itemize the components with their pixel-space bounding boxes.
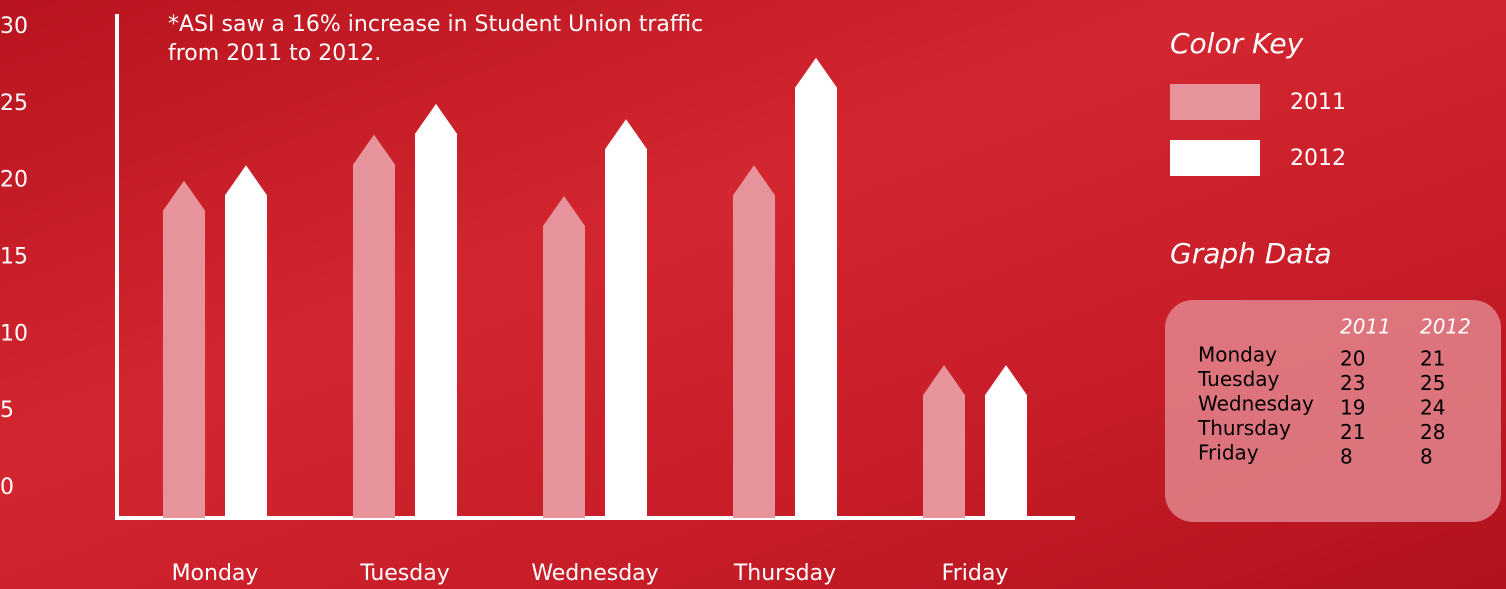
table-title: Graph Data (1170, 237, 1332, 270)
legend-swatch (1170, 84, 1260, 120)
x-tick-label: Monday (172, 561, 259, 586)
table-cell: 21 (1340, 420, 1365, 444)
table-header: 2011 (1340, 315, 1391, 339)
y-tick-label: 30 (0, 14, 28, 39)
y-tick-label: 15 (0, 245, 28, 270)
x-tick-label: Friday (942, 561, 1009, 586)
y-tick-label: 5 (0, 398, 14, 423)
table-cell: 21 (1420, 347, 1445, 371)
chart: Color Key Graph Data 051015202530MondayT… (0, 0, 1506, 589)
bar (795, 58, 837, 518)
bar (985, 365, 1027, 518)
bar (923, 365, 965, 518)
x-tick-label: Tuesday (359, 561, 450, 586)
annotation: *ASI saw a 16% increase in Student Union… (168, 10, 728, 68)
table-row-label: Friday (1198, 441, 1259, 465)
table-cell: 20 (1340, 347, 1365, 371)
table-row-label: Tuesday (1197, 367, 1280, 391)
y-tick-label: 10 (0, 321, 28, 346)
table-cell: 23 (1340, 371, 1365, 395)
y-tick-label: 0 (0, 475, 14, 500)
y-tick-label: 20 (0, 168, 28, 193)
table-cell: 8 (1340, 445, 1353, 469)
legend-title: Color Key (1170, 27, 1304, 60)
legend-swatch (1170, 140, 1260, 176)
legend-label: 2012 (1290, 146, 1346, 171)
y-tick-label: 25 (0, 91, 28, 116)
table-cell: 28 (1420, 420, 1445, 444)
table-cell: 25 (1420, 371, 1445, 395)
table-cell: 19 (1340, 396, 1365, 420)
bar (353, 135, 395, 518)
bar (605, 119, 647, 518)
table-row-label: Wednesday (1198, 392, 1314, 416)
table-row-label: Monday (1198, 343, 1277, 367)
x-tick-label: Wednesday (531, 561, 658, 586)
page: Color Key Graph Data 051015202530MondayT… (0, 0, 1506, 589)
bar (415, 104, 457, 518)
table-cell: 8 (1420, 445, 1433, 469)
legend-label: 2011 (1290, 90, 1346, 115)
table-cell: 24 (1420, 396, 1445, 420)
table-header: 2012 (1420, 315, 1471, 339)
bar (163, 181, 205, 518)
bar (543, 196, 585, 518)
bar (225, 165, 267, 518)
bar (733, 165, 775, 518)
table-row-label: Thursday (1197, 416, 1291, 440)
x-tick-label: Thursday (733, 561, 836, 586)
